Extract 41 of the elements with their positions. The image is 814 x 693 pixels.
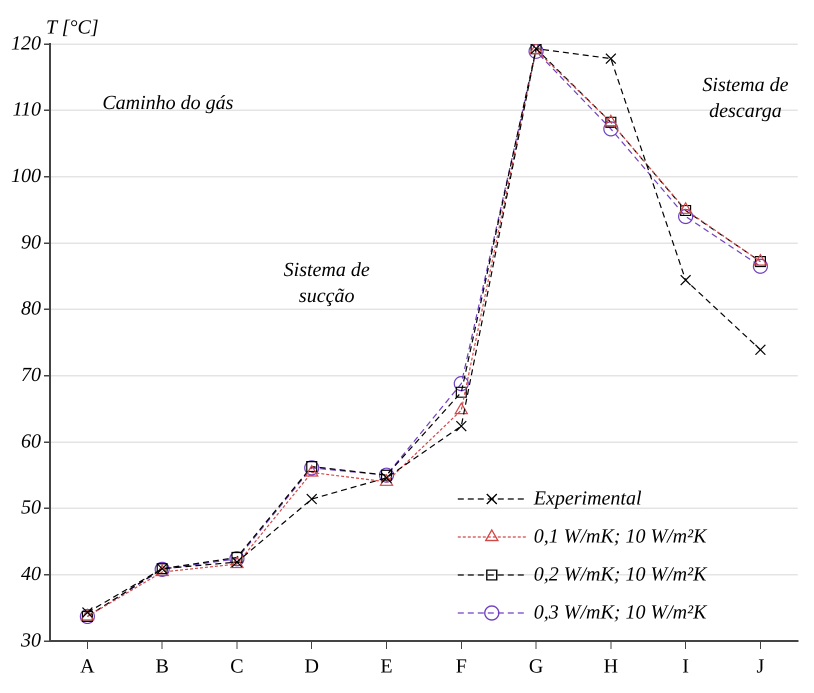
legend-label: Experimental xyxy=(532,487,642,510)
y-tick-label: 50 xyxy=(21,496,41,519)
x-tick-label: E xyxy=(380,655,393,678)
annotation: Sistema de descarga xyxy=(702,74,789,122)
y-tick-label: 40 xyxy=(21,562,41,585)
x-tick-label: J xyxy=(756,655,765,678)
point xyxy=(752,258,768,274)
x-tick-label: B xyxy=(156,655,169,678)
point xyxy=(603,121,618,137)
annotation: Sistema de sucção xyxy=(284,259,370,308)
point xyxy=(754,344,766,356)
y-axis-title: T [°C] xyxy=(46,16,99,38)
point xyxy=(680,274,692,286)
x-tick-label: A xyxy=(80,655,96,678)
x-tick-label: D xyxy=(304,655,319,678)
x-tick-label: F xyxy=(456,655,467,678)
x-tick-label: G xyxy=(528,655,544,678)
y-tick-label: 30 xyxy=(20,629,41,652)
annotation: Caminho do gás xyxy=(102,92,234,114)
y-tick-label: 110 xyxy=(12,98,41,121)
point xyxy=(229,551,245,566)
y-tick-label: 120 xyxy=(11,32,41,54)
y-tick-label: 80 xyxy=(21,298,41,320)
point xyxy=(605,53,616,64)
y-tick-label: 70 xyxy=(21,364,41,386)
legend-label: 0,1 W/mK; 10 W/m²K xyxy=(534,525,708,548)
y-tick-label: 60 xyxy=(21,430,41,452)
x-tick-label: H xyxy=(604,655,618,678)
y-tick-label: 90 xyxy=(21,231,41,254)
point xyxy=(454,376,469,392)
point xyxy=(528,44,544,59)
point xyxy=(678,208,694,224)
x-tick-label: C xyxy=(230,655,244,678)
legend-label: 0,3 W/mK; 10 W/m²K xyxy=(534,601,708,624)
point xyxy=(304,460,320,476)
legend-label: 0,2 W/mK; 10 W/m²K xyxy=(534,563,708,586)
y-tick-label: 100 xyxy=(11,164,41,187)
point xyxy=(456,386,467,398)
x-tick-label: I xyxy=(682,655,689,678)
point xyxy=(306,493,318,505)
point xyxy=(456,420,467,432)
